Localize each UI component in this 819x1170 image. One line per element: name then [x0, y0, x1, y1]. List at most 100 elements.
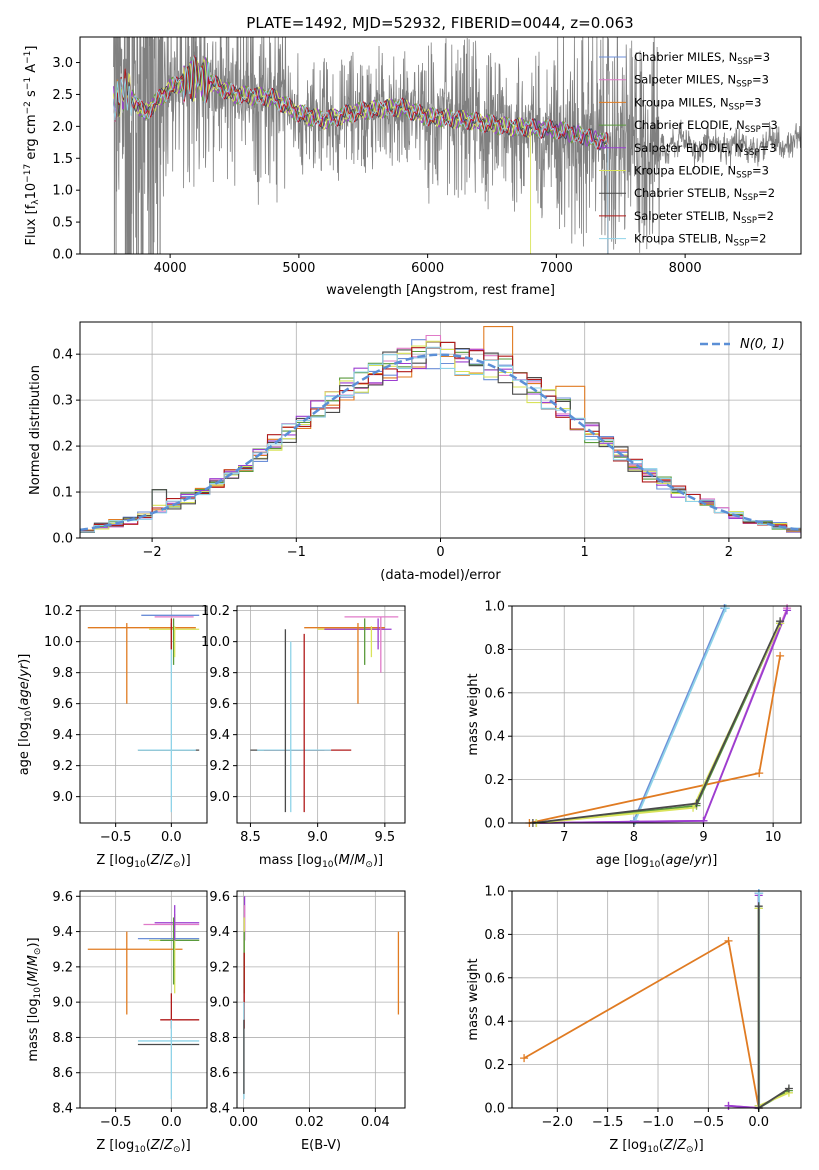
weight-marker [776, 617, 785, 626]
hist-plot [80, 326, 801, 536]
model-spectrum-line [113, 54, 609, 254]
x-tick-label: −0.5 [100, 830, 132, 845]
y-tick-label: 9.4 [209, 728, 230, 743]
y-tick-label: 9.2 [209, 960, 230, 975]
x-tick-label: 0.0 [161, 1115, 182, 1130]
y-tick-label: 0.0 [52, 248, 73, 263]
model-spectrum-line [113, 57, 609, 254]
y-tick-label: 9.2 [52, 759, 73, 774]
legend-label: N(0, 1) [740, 337, 785, 352]
errbar-plot [87, 614, 200, 813]
weight-marker [754, 902, 763, 911]
figure-title: PLATE=1492, MJD=52932, FIBERID=0044, z=0… [246, 14, 633, 32]
weight-plot [525, 604, 792, 827]
y-tick-label: 8.8 [52, 1031, 73, 1046]
errbar-plot [87, 905, 200, 1100]
x-tick-label: 9 [699, 830, 707, 845]
weight-line [529, 655, 781, 824]
x-tick-label: 0.0 [748, 1115, 769, 1130]
y-tick-label: 0.6 [484, 971, 505, 986]
y-axis-label: mass weight [466, 673, 481, 755]
weight-marker [724, 936, 733, 945]
x-axis-label: Z [log10(Z/Z⊙)] [96, 1138, 190, 1155]
x-tick-label: 0.00 [229, 1115, 258, 1130]
panel-age_vs_Z: −0.5 0.0 9.0 9.2 9.4 9.6 9.8 10.0 10.2 Z [log10(Z… [17, 604, 208, 870]
axes-frame [511, 890, 802, 1109]
y-tick-label: 10.0 [44, 635, 73, 650]
y-tick-label: 8.4 [52, 1102, 73, 1117]
y-tick-label: 0.3 [52, 394, 73, 409]
y-tick-label: 9.8 [52, 666, 73, 681]
legend-label: Salpeter STELIB, NSSP=2 [634, 209, 774, 226]
y-tick-label: 0.4 [52, 348, 73, 363]
weight-marker [755, 769, 764, 778]
y-tick-label: 0.2 [52, 440, 73, 455]
y-tick-label: 0.1 [52, 486, 73, 501]
hist-step [80, 346, 801, 533]
legend-label: Salpeter MILES, NSSP=3 [634, 73, 769, 90]
y-tick-label: 1.0 [484, 885, 505, 900]
x-tick-label: 2 [725, 545, 733, 560]
x-tick-label: 9.5 [374, 830, 395, 845]
x-axis-label: Z [log10(Z/Z⊙)] [609, 1138, 703, 1155]
x-axis-label: E(B-V) [301, 1138, 341, 1153]
y-axis-label: mass [log10(M/M⊙)] [26, 937, 43, 1061]
y-tick-label: 2.0 [52, 120, 73, 135]
legend-label: Chabrier ELODIE, NSSP=3 [634, 118, 778, 135]
x-tick-label: 1 [581, 545, 589, 560]
y-tick-label: 2.5 [52, 88, 73, 103]
panel-age_vs_mass: 8.5 9.0 9.5 9.0 9.2 9.4 9.6 9.8 10.0 10.2 mass [lo… [201, 604, 406, 870]
y-tick-label: 0.6 [484, 686, 505, 701]
x-tick-label: 9.0 [307, 830, 328, 845]
weight-marker [724, 1101, 733, 1110]
legend-label: Kroupa ELODIE, NSSP=3 [634, 164, 769, 181]
y-axis-label: age [log10(age/yr)] [17, 654, 34, 776]
weight-marker [784, 1084, 793, 1093]
panel-mass_vs_ebv: 0.00 0.02 0.04 8.4 8.6 8.8 9.0 9.2 9.4 9.6 E(B-V) [209, 890, 406, 1153]
x-tick-label: 0.0 [161, 830, 182, 845]
x-tick-label: −1.5 [592, 1115, 624, 1130]
x-tick-label: 0.02 [295, 1115, 324, 1130]
panel-massweight_vs_Z: −2.0 −1.5 −1.0 −0.5 0.0 0.0 0.2 0.4 0.6 0.8 1.0 mas… [466, 885, 802, 1155]
y-axis-label: mass weight [466, 958, 481, 1040]
x-tick-label: 4000 [154, 261, 187, 276]
weight-line [757, 908, 790, 1108]
y-tick-label: 3.0 [52, 56, 73, 71]
y-tick-label: 8.4 [209, 1102, 230, 1117]
y-tick-label: 9.4 [209, 925, 230, 940]
legend-label: Kroupa STELIB, NSSP=2 [634, 232, 766, 249]
y-tick-label: 9.4 [52, 925, 73, 940]
y-tick-label: 0.0 [484, 817, 505, 832]
x-tick-label: 7000 [540, 261, 573, 276]
y-tick-label: 8.6 [52, 1066, 73, 1081]
x-tick-label: 8 [630, 830, 638, 845]
weight-plot [520, 889, 793, 1112]
weight-marker [783, 606, 792, 615]
model-spectrum-line [113, 55, 609, 254]
weight-line [757, 908, 790, 1110]
weight-line [728, 893, 760, 1109]
y-tick-label: 9.6 [52, 890, 73, 905]
weight-line [757, 906, 790, 1110]
y-tick-label: 0.0 [52, 532, 73, 547]
x-tick-label: 7 [560, 830, 568, 845]
weight-line [536, 609, 788, 824]
y-tick-label: 0.5 [52, 216, 73, 231]
x-tick-label: 0 [436, 545, 444, 560]
x-tick-label: −0.5 [693, 1115, 725, 1130]
y-tick-label: 10.2 [44, 604, 73, 619]
x-axis-label: age [log10(age/yr)] [596, 853, 718, 870]
model-spectrum-line [113, 57, 609, 254]
x-tick-label: 0.04 [361, 1115, 390, 1130]
y-tick-label: 8.8 [209, 1031, 230, 1046]
y-tick-label: 10.0 [201, 635, 230, 650]
y-tick-label: 9.0 [52, 996, 73, 1011]
normal-curve [80, 353, 801, 532]
axes-frame [79, 36, 802, 255]
axes-frame [236, 605, 406, 824]
weight-marker [689, 803, 698, 812]
panel-residual_hist: −2 −1 0 1 2 0.0 0.1 0.2 0.3 0.4 (data-model)/error… [28, 321, 802, 583]
y-tick-label: 8.6 [209, 1066, 230, 1081]
x-tick-label: 6000 [411, 261, 444, 276]
weight-line [523, 939, 760, 1109]
